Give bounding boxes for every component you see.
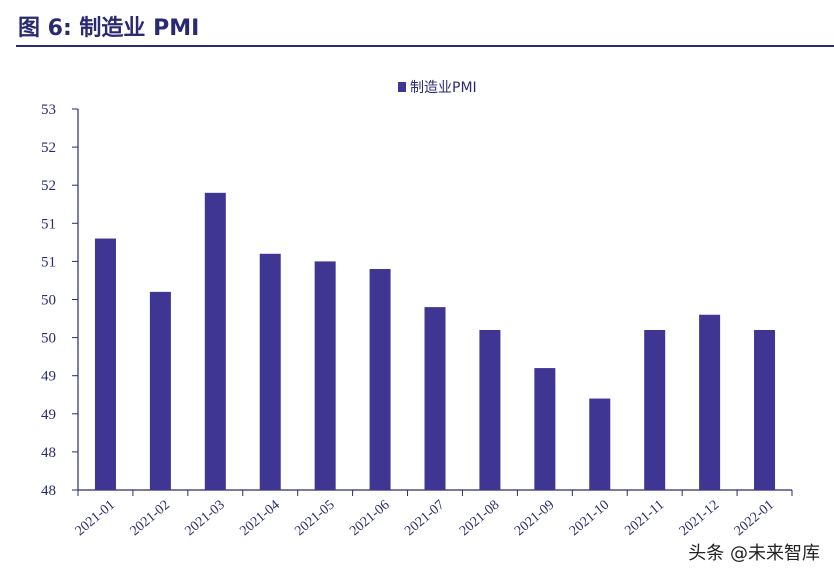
bar <box>479 329 501 490</box>
x-tick-label: 2022-01 <box>732 498 777 539</box>
y-tick-label: 52 <box>41 178 56 194</box>
x-tick-label: 2021-11 <box>622 498 667 539</box>
watermark: 头条 @未来智库 <box>688 543 820 564</box>
legend-label: 制造业PMI <box>410 80 477 96</box>
x-tick-label: 2021-02 <box>128 498 173 539</box>
y-tick-label: 50 <box>41 331 56 347</box>
y-tick-label: 49 <box>41 407 56 423</box>
chart-legend: 制造业PMI <box>398 80 477 96</box>
x-axis: 2021-01 2021-02 2021-03 2021-04 2021-05 2021-… <box>73 489 793 539</box>
x-tick-label: 2021-10 <box>567 498 612 539</box>
y-tick-label: 51 <box>41 254 56 270</box>
bar <box>589 398 611 490</box>
legend-swatch <box>398 82 406 92</box>
bar <box>644 329 666 490</box>
y-tick-label: 52 <box>41 140 56 156</box>
y-tick-label: 49 <box>41 369 56 385</box>
bar <box>204 192 226 490</box>
x-tick-label: 2021-06 <box>347 498 392 539</box>
figure-title: 图 6: 制造业 PMI <box>18 16 200 41</box>
x-tick-label: 2021-12 <box>677 498 722 539</box>
x-tick-label: 2021-03 <box>182 498 227 539</box>
x-tick-label: 2021-09 <box>512 498 557 539</box>
y-axis: 48 48 49 49 50 50 51 51 52 52 53 <box>41 102 79 499</box>
bar <box>754 329 776 490</box>
title-divider <box>16 45 834 47</box>
bar <box>534 368 556 490</box>
bar <box>149 291 171 490</box>
x-tick-label: 2021-08 <box>457 498 502 539</box>
bar-series <box>94 192 776 490</box>
x-tick-label: 2021-05 <box>292 498 337 539</box>
x-tick-label: 2021-04 <box>237 498 282 539</box>
y-tick-label: 48 <box>41 483 56 499</box>
y-tick-label: 50 <box>41 293 56 309</box>
y-tick-label: 48 <box>41 445 56 461</box>
bar <box>259 253 281 490</box>
x-tick-label: 2021-01 <box>73 498 118 539</box>
bar <box>314 261 336 490</box>
x-tick-label: 2021-07 <box>402 498 447 539</box>
figure-header: 图 6: 制造业 PMI <box>0 0 834 47</box>
bar <box>94 238 116 490</box>
y-tick-label: 51 <box>41 216 56 232</box>
y-tick-label: 53 <box>41 102 56 118</box>
bar <box>369 269 391 490</box>
bar <box>424 307 446 490</box>
bar <box>699 314 721 490</box>
